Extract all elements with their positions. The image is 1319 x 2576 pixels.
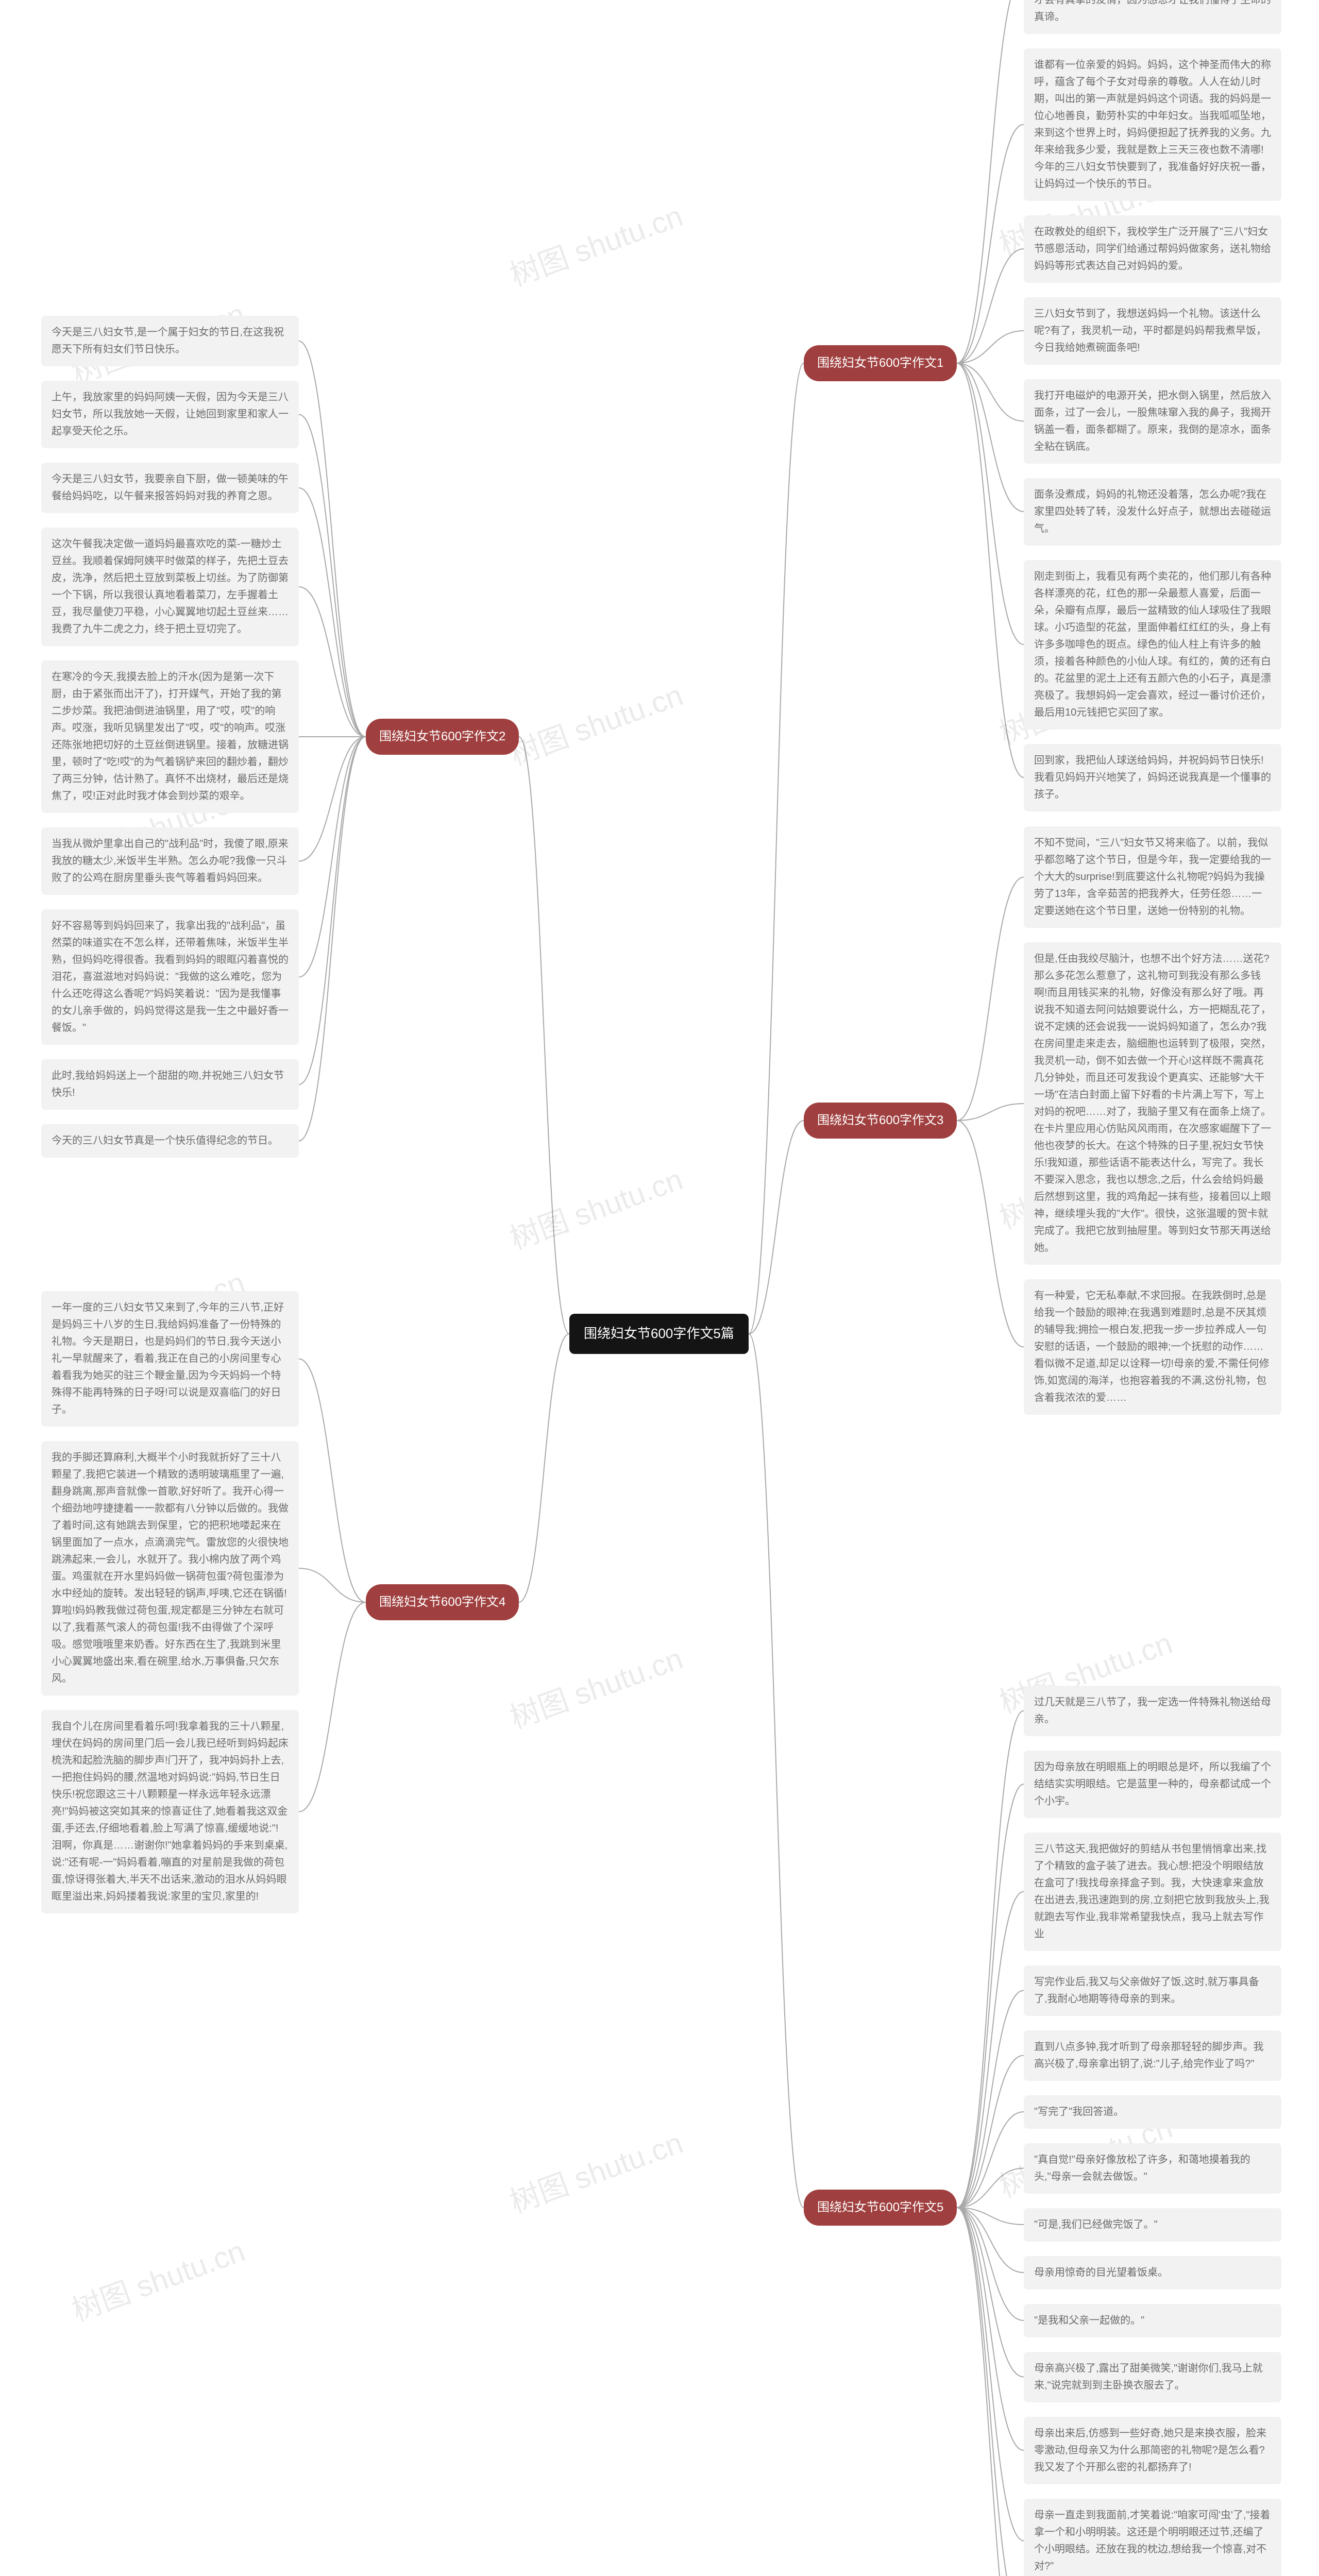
leaf-node: 三八妇女节到了，我想送妈妈一个礼物。该送什么呢?有了，我灵机一动，平时都是妈妈帮… xyxy=(1024,297,1281,365)
leaf-node: 有一种爱，它无私奉献,不求回报。在我跌倒时,总是给我一个鼓励的眼神;在我遇到难题… xyxy=(1024,1279,1281,1415)
leaf-node: 回到家，我把仙人球送给妈妈，并祝妈妈节日快乐!我看见妈妈开兴地笑了，妈妈还说我真… xyxy=(1024,744,1281,811)
leaf-node: 落叶在空中盘旋，谱写着一曲感恩的乐章，那是大树对滋养它大地的感恩;白云在蔚蓝的天… xyxy=(1024,0,1281,34)
leaf-node: 面条没煮成，妈妈的礼物还没着落，怎么办呢?我在家里四处转了转，没发什么好点子，就… xyxy=(1024,478,1281,546)
leaf-node: 上午，我放家里的妈妈阿姨一天假，因为今天是三八妇女节，所以我放她一天假，让她回到… xyxy=(41,381,299,448)
watermark: 树图 shutu.cn xyxy=(503,1634,688,1737)
leaf-node: 在政教处的组织下，我校学生广泛开展了"三八"妇女节感恩活动，同学们给通过帮妈妈做… xyxy=(1024,215,1281,283)
leaf-node: 母亲一直走到我面前,才笑着说:"咱家可闯'虫'了,"接着拿一个和小明明装。这还是… xyxy=(1024,2499,1281,2576)
leaf-node: 我打开电磁炉的电源开关，把水倒入锅里，然后放入面条，过了一会儿，一股焦味窜入我的… xyxy=(1024,379,1281,464)
leaf-node: 今天的三八妇女节真是一个快乐值得纪念的节日。 xyxy=(41,1124,299,1158)
leaf-node: 三八节这天,我把做好的剪结从书包里悄悄拿出来,找了个精致的盒子装了进去。我心想:… xyxy=(1024,1833,1281,1951)
leaf-node: 这次午餐我决定做一道妈妈最喜欢吃的菜-一糖炒土豆丝。我顺着保姆阿姨平时做菜的样子… xyxy=(41,528,299,646)
leaf-node: 母亲用惊奇的目光望着饭桌。 xyxy=(1024,2256,1281,2290)
watermark: 树图 shutu.cn xyxy=(503,2119,688,2221)
watermark: 树图 shutu.cn xyxy=(503,192,688,294)
leaf-node: "真自觉!"母亲好像放松了许多，和蔼地摸着我的头,"母亲一会就去做饭。" xyxy=(1024,2143,1281,2194)
leaf-node: "是我和父亲一起做的。" xyxy=(1024,2304,1281,2337)
leaf-node: 写完作业后,我又与父亲做好了饭,这时,就万事具备了,我耐心地期等待母亲的到来。 xyxy=(1024,1965,1281,2016)
leaf-node: 我自个儿在房间里看着乐呵!我拿着我的三十八颗星,埋伏在妈妈的房间里门后一会儿我已… xyxy=(41,1710,299,1913)
leaf-node: "可是,我们已经做完饭了。" xyxy=(1024,2208,1281,2242)
leaf-node: 我的手脚还算麻利,大概半个小时我就折好了三十八颗星了,我把它装进一个精致的透明玻… xyxy=(41,1441,299,1696)
leaf-node: "写完了"我回答道。 xyxy=(1024,2095,1281,2129)
leaf-node: 当我从微炉里拿出自己的"战利品"时，我傻了眼,原来我放的糖太少,米饭半生半熟。怎… xyxy=(41,827,299,895)
branch-node: 围绕妇女节600字作文1 xyxy=(804,345,957,381)
leaf-node: 好不容易等到妈妈回来了，我拿出我的"战利品"，虽然菜的味道实在不怎么样，还带着焦… xyxy=(41,909,299,1045)
leaf-node: 谁都有一位亲爱的妈妈。妈妈，这个神圣而伟大的称呼，蕴含了每个子女对母亲的尊敬。人… xyxy=(1024,48,1281,201)
root-node: 围绕妇女节600字作文5篇 xyxy=(569,1314,749,1354)
leaf-node: 今天是三八妇女节,是一个属于妇女的节日,在这我祝愿天下所有妇女们节日快乐。 xyxy=(41,316,299,366)
leaf-node: 直到八点多钟,我才听到了母亲那轻轻的脚步声。我高兴极了,母亲拿出钥了,说:"儿子… xyxy=(1024,2030,1281,2081)
leaf-node: 刚走到街上，我看见有两个卖花的，他们那儿有各种各样漂亮的花，红色的那一朵最惹人喜… xyxy=(1024,560,1281,730)
leaf-node: 但是,任由我绞尽脑汁，也想不出个好方法……送花?那么多花怎么惹意了，这礼物可到我… xyxy=(1024,942,1281,1265)
leaf-node: 此时,我给妈妈送上一个甜甜的吻,并祝她三八妇女节快乐! xyxy=(41,1059,299,1110)
branch-node: 围绕妇女节600字作文5 xyxy=(804,2190,957,2226)
branch-node: 围绕妇女节600字作文4 xyxy=(366,1584,519,1620)
watermark: 树图 shutu.cn xyxy=(503,671,688,773)
leaf-node: 一年一度的三八妇女节又来到了,今年的三八节,正好是妈妈三十八岁的生日,我给妈妈准… xyxy=(41,1291,299,1427)
leaf-node: 母亲高兴极了,露出了甜美微笑,"谢谢你们,我马上就来,"说完就到到主卧换衣服去了… xyxy=(1024,2352,1281,2402)
branch-node: 围绕妇女节600字作文3 xyxy=(804,1103,957,1139)
leaf-node: 今天是三八妇女节，我要亲自下厨，做一顿美味的午餐给妈妈吃，以午餐来报答妈妈对我的… xyxy=(41,463,299,513)
leaf-node: 过几天就是三八节了，我一定选一件特殊礼物送给母亲。 xyxy=(1024,1686,1281,1736)
leaf-node: 在寒冷的今天,我摸去脸上的汗水(因为是第一次下厨，由于紧张而出汗了)，打开媒气，… xyxy=(41,660,299,813)
watermark: 树图 shutu.cn xyxy=(65,2227,250,2329)
leaf-node: 因为母亲放在明眼瓶上的明眼总是坏，所以我编了个结结实实明眼结。它是蓝里一种的，母… xyxy=(1024,1751,1281,1818)
leaf-node: 母亲出来后,仿感到一些好奇,她只是来换衣服，脸来零激动,但母亲又为什么那简密的礼… xyxy=(1024,2417,1281,2484)
watermark: 树图 shutu.cn xyxy=(503,1155,688,1258)
leaf-node: 不知不觉间，"三八"妇女节又将来临了。以前，我似乎都忽略了这个节日，但是今年，我… xyxy=(1024,826,1281,928)
branch-node: 围绕妇女节600字作文2 xyxy=(366,719,519,755)
